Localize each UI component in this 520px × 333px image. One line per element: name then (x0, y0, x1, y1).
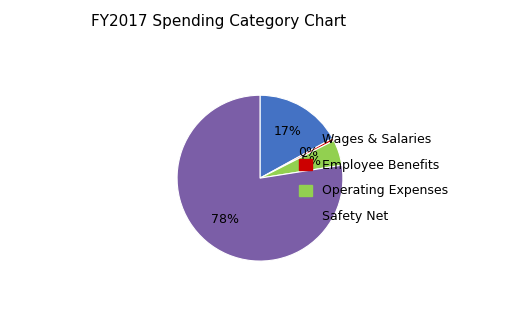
Wedge shape (260, 138, 334, 178)
Text: 78%: 78% (211, 213, 239, 226)
Text: 0%: 0% (297, 147, 318, 160)
Title: FY2017 Spending Category Chart: FY2017 Spending Category Chart (91, 14, 346, 29)
Wedge shape (177, 95, 343, 261)
Wedge shape (260, 95, 333, 178)
Wedge shape (260, 141, 342, 178)
Text: 17%: 17% (274, 125, 302, 138)
Text: 5%: 5% (301, 155, 321, 168)
Legend: Wages & Salaries, Employee Benefits, Operating Expenses, Safety Net: Wages & Salaries, Employee Benefits, Ope… (300, 134, 448, 223)
